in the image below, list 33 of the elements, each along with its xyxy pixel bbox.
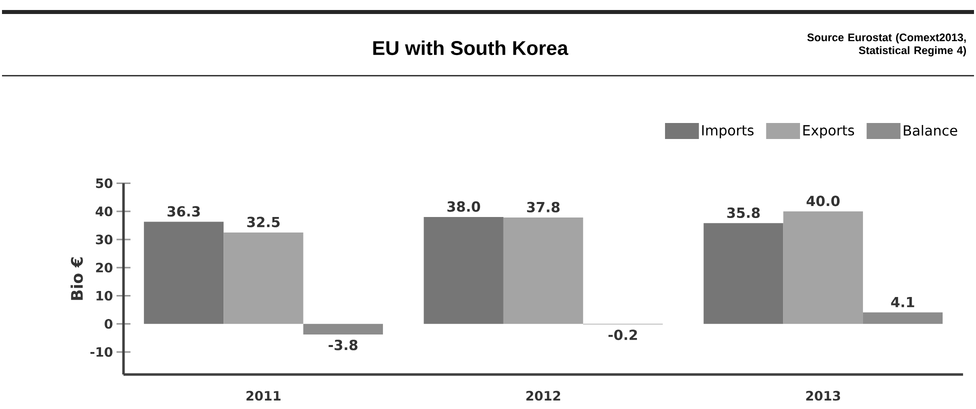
bar	[783, 211, 863, 324]
legend-label: Balance	[904, 124, 958, 136]
y-axis-title: Bio €	[70, 257, 83, 300]
y-tick-label: 10	[96, 290, 112, 300]
y-tick-label: 30	[96, 234, 112, 244]
bar	[303, 324, 383, 334]
chart-title: EU with South Korea	[373, 40, 568, 55]
x-tick-label: 2011	[246, 390, 281, 401]
data-label: -3.8	[328, 340, 358, 350]
x-tick-label: 2013	[806, 390, 840, 401]
y-tick-label: 20	[96, 262, 112, 272]
data-label: 40.0	[806, 196, 840, 206]
y-tick-label: 0	[104, 318, 112, 329]
data-label: 32.5	[247, 216, 280, 228]
data-label: -0.2	[608, 329, 637, 340]
bar	[862, 312, 943, 324]
y-tick-label: 40	[96, 206, 112, 216]
data-label: 35.8	[727, 207, 760, 218]
bar	[144, 222, 224, 324]
data-label: 4.1	[891, 296, 914, 307]
bar	[503, 217, 584, 324]
legend-label: Exports	[803, 125, 854, 138]
y-tick-label: -10	[90, 346, 112, 357]
bar	[704, 223, 784, 324]
bar	[424, 216, 504, 324]
data-label: 36.3	[168, 206, 200, 216]
legend-label: Imports	[702, 125, 754, 138]
data-label: 38.0	[447, 201, 480, 212]
bar	[224, 232, 304, 324]
source-note: Source Eurostat (Comext2013, Statistical Regime 4)	[807, 33, 966, 56]
y-tick-label: 50	[96, 178, 112, 188]
x-tick-label: 2012	[526, 390, 560, 401]
data-label: 37.8	[527, 202, 560, 212]
